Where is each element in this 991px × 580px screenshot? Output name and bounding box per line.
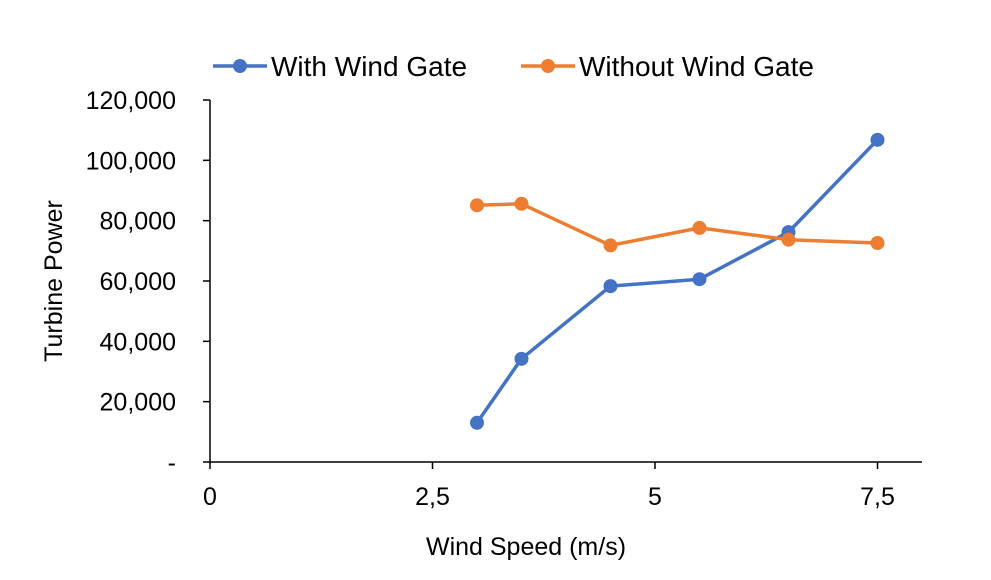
x-tick-label: 5 [648,483,662,511]
series-line [475,138,879,424]
x-tick-label: 2,5 [415,483,450,511]
series-layer [470,132,885,430]
series-1 [470,132,885,430]
y-tick-label: 20,000 [100,389,176,417]
data-point [870,235,885,250]
data-point [514,351,529,366]
data-point [603,279,618,294]
legend-swatch-marker [541,59,555,73]
data-point [470,415,484,430]
y-axis-title: Turbine Power [40,200,68,362]
data-point [781,232,796,247]
x-axis-title: Wind Speed (m/s) [426,533,626,561]
data-point [603,238,618,253]
x-axis: 0 2,5 5 7,5 [203,461,922,511]
data-point [470,198,484,213]
legend-item: Without Wind Gate [521,51,814,82]
legend-label: With Wind Gate [271,51,467,82]
y-tick-label: 120,000 [86,87,176,115]
y-tick-label: 100,000 [86,147,176,175]
x-tick-label: 0 [203,483,217,511]
y-tick-label: - [168,449,176,477]
data-point [870,132,885,147]
legend-swatch-marker [233,59,247,73]
y-tick-label: 80,000 [100,208,176,236]
y-tick-label: 60,000 [100,268,176,296]
series-2 [470,196,885,253]
data-point [692,272,707,287]
legend-item: With Wind Gate [213,51,467,82]
y-axis: - 20,000 40,000 60,000 80,000 100,000 120,000 [86,87,211,477]
data-point [692,220,707,235]
y-tick-label: 40,000 [100,328,176,356]
series-line [476,202,878,248]
legend: With Wind Gate Without Wind Gate [213,51,814,82]
x-tick-label: 7,5 [860,483,895,511]
legend-label: Without Wind Gate [579,51,814,82]
data-point [514,196,529,211]
